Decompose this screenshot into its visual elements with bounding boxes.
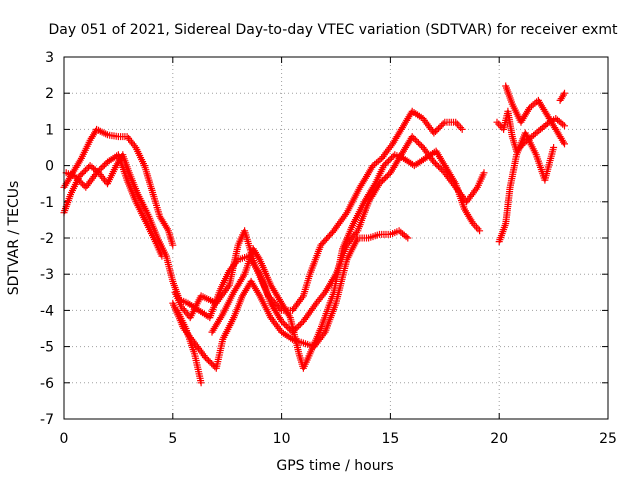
plot-frame (63, 56, 609, 420)
y-tick-label: -1 (40, 195, 54, 211)
x-axis-label: GPS time / hours (276, 458, 393, 474)
y-tick-label: -2 (40, 231, 54, 247)
x-tick-label: 0 (60, 431, 69, 447)
y-tick-label: 3 (45, 50, 54, 66)
y-tick-label: -3 (40, 267, 54, 283)
x-tick-label: 5 (168, 431, 177, 447)
y-tick-label: 0 (45, 159, 54, 175)
y-tick-label: -6 (40, 376, 54, 392)
data-points (60, 82, 568, 387)
chart-title: Day 051 of 2021, Sidereal Day-to-day VTE… (49, 22, 619, 38)
y-tick-label: 2 (45, 86, 54, 102)
y-axis-label: SDTVAR / TECUs (6, 181, 22, 296)
x-tick-label: 20 (490, 431, 508, 447)
series-track-e (493, 82, 568, 246)
y-tick-label: 1 (45, 122, 54, 138)
x-tick-label: 10 (273, 431, 291, 447)
x-tick-label: 25 (599, 431, 617, 447)
series-track-d (173, 147, 484, 387)
y-tick-label: -4 (40, 303, 54, 319)
x-tick-label: 15 (381, 431, 399, 447)
axis-ticks: 0 5 10 15 20 25 -7 -6 -5 -4 -3 -2 -1 0 1 2 3 (40, 50, 617, 447)
y-tick-label: -7 (40, 412, 54, 428)
y-tick-label: -5 (40, 340, 54, 356)
